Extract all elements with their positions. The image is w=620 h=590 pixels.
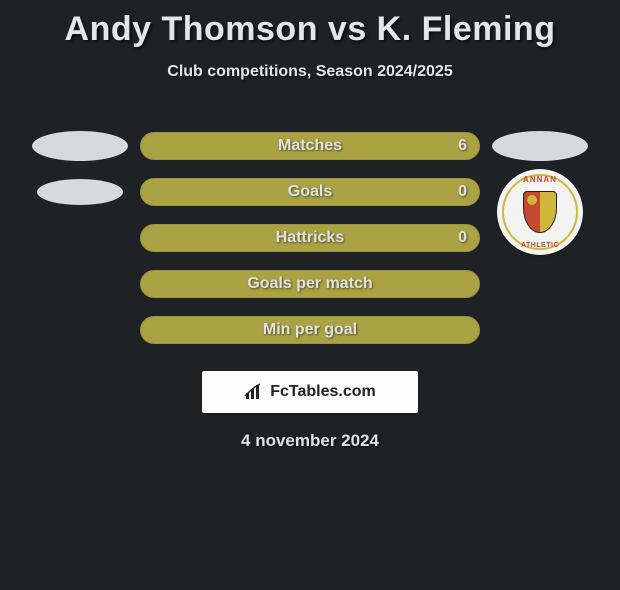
- stat-bar-gpm: Goals per match: [140, 270, 480, 298]
- left-empty-slot: [30, 261, 130, 307]
- left-club-slot: [30, 169, 130, 215]
- stat-right-value: 0: [458, 183, 467, 201]
- attribution-label: FcTables.com: [270, 383, 376, 401]
- right-empty-slot: [490, 307, 590, 353]
- attribution-badge[interactable]: FcTables.com: [202, 371, 418, 413]
- stat-row: Goals per match: [0, 261, 620, 307]
- stat-right-value: 6: [458, 137, 467, 155]
- stat-right-value: 0: [458, 229, 467, 247]
- right-empty-slot: [490, 261, 590, 307]
- right-empty-slot: [490, 215, 590, 261]
- subtitle: Club competitions, Season 2024/2025: [0, 63, 620, 81]
- stat-label: Goals: [288, 183, 332, 201]
- stats-container: Matches 6 Goals 0 ANNAN ATHLETIC: [0, 123, 620, 353]
- stat-row: Goals 0 ANNAN ATHLETIC: [0, 169, 620, 215]
- stat-label: Goals per match: [247, 275, 372, 293]
- club-badge-placeholder: [37, 179, 123, 205]
- stat-bar-mpg: Min per goal: [140, 316, 480, 344]
- player-photo-placeholder: [492, 131, 588, 161]
- stat-bar-matches: Matches 6: [140, 132, 480, 160]
- stat-row: Hattricks 0: [0, 215, 620, 261]
- stat-bar-hattricks: Hattricks 0: [140, 224, 480, 252]
- date-text: 4 november 2024: [0, 431, 620, 451]
- badge-text-top: ANNAN: [497, 175, 583, 184]
- player-photo-placeholder: [32, 131, 128, 161]
- stat-row: Min per goal: [0, 307, 620, 353]
- left-empty-slot: [30, 215, 130, 261]
- right-player-slot: [490, 123, 590, 169]
- bar-chart-icon: [244, 383, 264, 401]
- stat-bar-goals: Goals 0: [140, 178, 480, 206]
- left-player-slot: [30, 123, 130, 169]
- left-empty-slot: [30, 307, 130, 353]
- page-title: Andy Thomson vs K. Fleming: [0, 10, 620, 49]
- stat-row: Matches 6: [0, 123, 620, 169]
- stat-label: Min per goal: [263, 321, 357, 339]
- stat-label: Matches: [278, 137, 342, 155]
- stat-label: Hattricks: [276, 229, 344, 247]
- right-club-slot: ANNAN ATHLETIC: [490, 169, 590, 215]
